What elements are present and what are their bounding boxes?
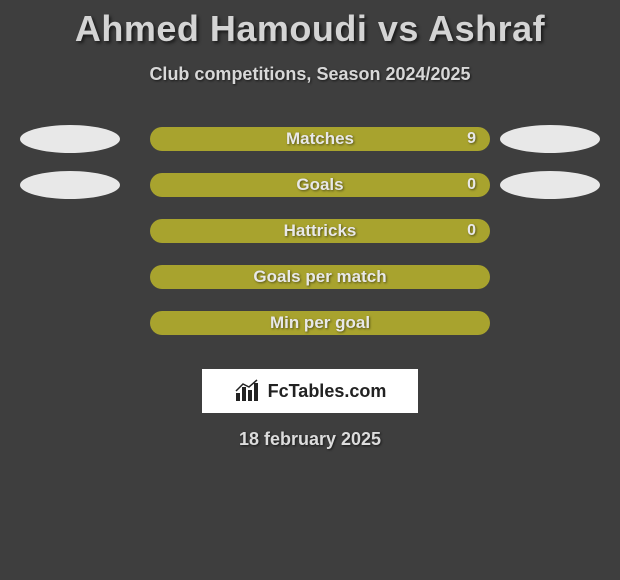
stat-row: Hattricks 0 <box>10 217 610 263</box>
brand-label: FcTables.com <box>268 381 387 402</box>
stat-value: 0 <box>467 176 476 194</box>
player-right-marker <box>500 125 600 153</box>
brand-box[interactable]: FcTables.com <box>202 369 418 413</box>
stat-label: Goals per match <box>253 267 386 287</box>
comparison-chart: Matches 9 Goals 0 Hattricks 0 Goals per match M… <box>10 125 610 355</box>
subtitle: Club competitions, Season 2024/2025 <box>0 64 620 85</box>
stat-row: Goals per match <box>10 263 610 309</box>
player-left-marker <box>20 125 120 153</box>
stat-label: Goals <box>296 175 343 195</box>
stat-bar: Hattricks 0 <box>150 219 490 243</box>
date-label: 18 february 2025 <box>0 429 620 450</box>
brand-bars-icon <box>234 379 262 403</box>
stat-row: Min per goal <box>10 309 610 355</box>
stat-label: Hattricks <box>284 221 357 241</box>
player-left-marker <box>20 171 120 199</box>
stat-label: Min per goal <box>270 313 370 333</box>
page-title: Ahmed Hamoudi vs Ashraf <box>0 0 620 50</box>
stat-bar: Min per goal <box>150 311 490 335</box>
stat-bar: Matches 9 <box>150 127 490 151</box>
player-right-marker <box>500 171 600 199</box>
stat-bar: Goals 0 <box>150 173 490 197</box>
stat-label: Matches <box>286 129 354 149</box>
stat-value: 9 <box>467 130 476 148</box>
stat-bar: Goals per match <box>150 265 490 289</box>
stat-row: Matches 9 <box>10 125 610 171</box>
stat-value: 0 <box>467 222 476 240</box>
stat-row: Goals 0 <box>10 171 610 217</box>
